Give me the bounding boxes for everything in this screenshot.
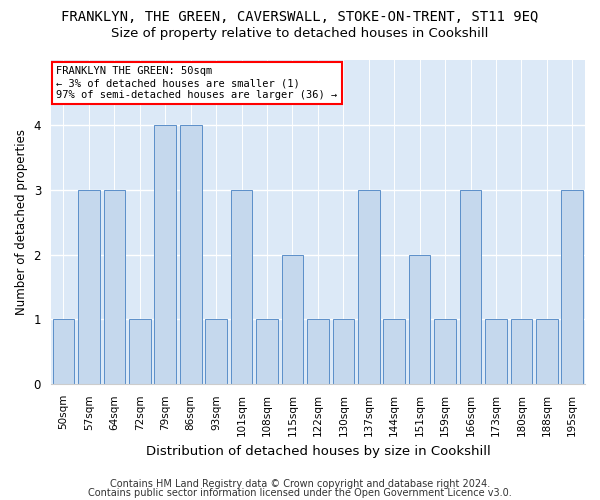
Text: Size of property relative to detached houses in Cookshill: Size of property relative to detached ho… <box>112 28 488 40</box>
Bar <box>104 190 125 384</box>
Bar <box>332 320 354 384</box>
Bar <box>205 320 227 384</box>
Bar <box>256 320 278 384</box>
Text: FRANKLYN, THE GREEN, CAVERSWALL, STOKE-ON-TRENT, ST11 9EQ: FRANKLYN, THE GREEN, CAVERSWALL, STOKE-O… <box>61 10 539 24</box>
Text: Contains public sector information licensed under the Open Government Licence v3: Contains public sector information licen… <box>88 488 512 498</box>
Bar <box>562 190 583 384</box>
Bar <box>434 320 456 384</box>
Bar <box>231 190 253 384</box>
Bar <box>154 125 176 384</box>
Bar <box>180 125 202 384</box>
X-axis label: Distribution of detached houses by size in Cookshill: Distribution of detached houses by size … <box>146 444 490 458</box>
Text: FRANKLYN THE GREEN: 50sqm
← 3% of detached houses are smaller (1)
97% of semi-de: FRANKLYN THE GREEN: 50sqm ← 3% of detach… <box>56 66 337 100</box>
Bar <box>78 190 100 384</box>
Bar <box>53 320 74 384</box>
Y-axis label: Number of detached properties: Number of detached properties <box>15 129 28 315</box>
Bar <box>383 320 405 384</box>
Bar <box>409 254 430 384</box>
Bar <box>358 190 380 384</box>
Bar <box>307 320 329 384</box>
Bar <box>511 320 532 384</box>
Text: Contains HM Land Registry data © Crown copyright and database right 2024.: Contains HM Land Registry data © Crown c… <box>110 479 490 489</box>
Bar <box>460 190 481 384</box>
Bar <box>485 320 507 384</box>
Bar <box>281 254 303 384</box>
Bar <box>536 320 557 384</box>
Bar <box>129 320 151 384</box>
